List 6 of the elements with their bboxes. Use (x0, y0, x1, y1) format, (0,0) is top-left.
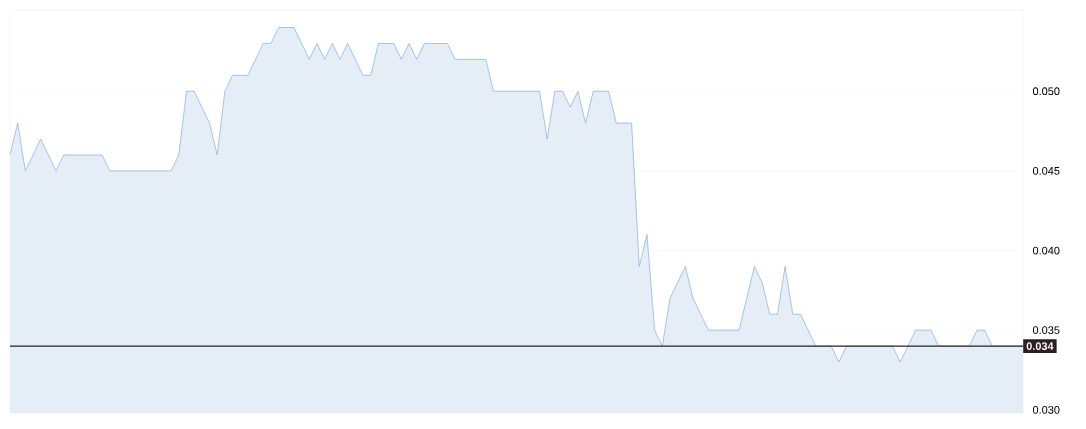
ref-line-label: 0.034 (1026, 342, 1054, 350)
y-tick-label: 0.040 (1032, 246, 1060, 255)
y-tick-label: 0.050 (1032, 87, 1060, 96)
y-tick-label: 0.045 (1032, 167, 1060, 175)
y-tick-label: 0.035 (1032, 326, 1060, 335)
y-tick-label: 0.030 (1032, 405, 1060, 414)
